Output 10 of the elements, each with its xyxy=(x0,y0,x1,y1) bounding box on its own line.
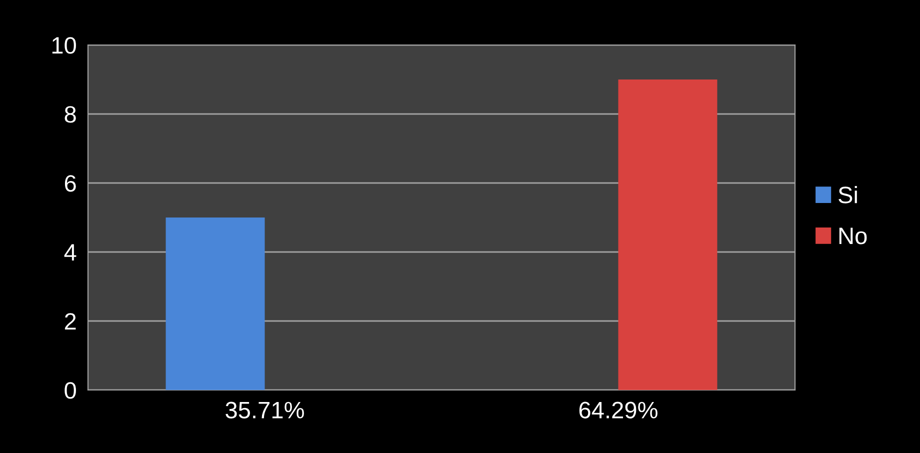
legend-label: Si xyxy=(838,186,857,204)
y-tick-label: 2 xyxy=(64,313,76,330)
x-tick-label: 35.71% xyxy=(226,402,304,418)
x-tick-label: 64.29% xyxy=(579,402,658,418)
y-tick-label: 8 xyxy=(64,106,76,123)
y-tick-label: 6 xyxy=(64,175,76,192)
y-tick-label: 0 xyxy=(64,382,76,399)
y-tick-label: 10 xyxy=(52,37,76,54)
legend-label: No xyxy=(839,228,867,244)
y-tick-label: 4 xyxy=(64,244,76,261)
